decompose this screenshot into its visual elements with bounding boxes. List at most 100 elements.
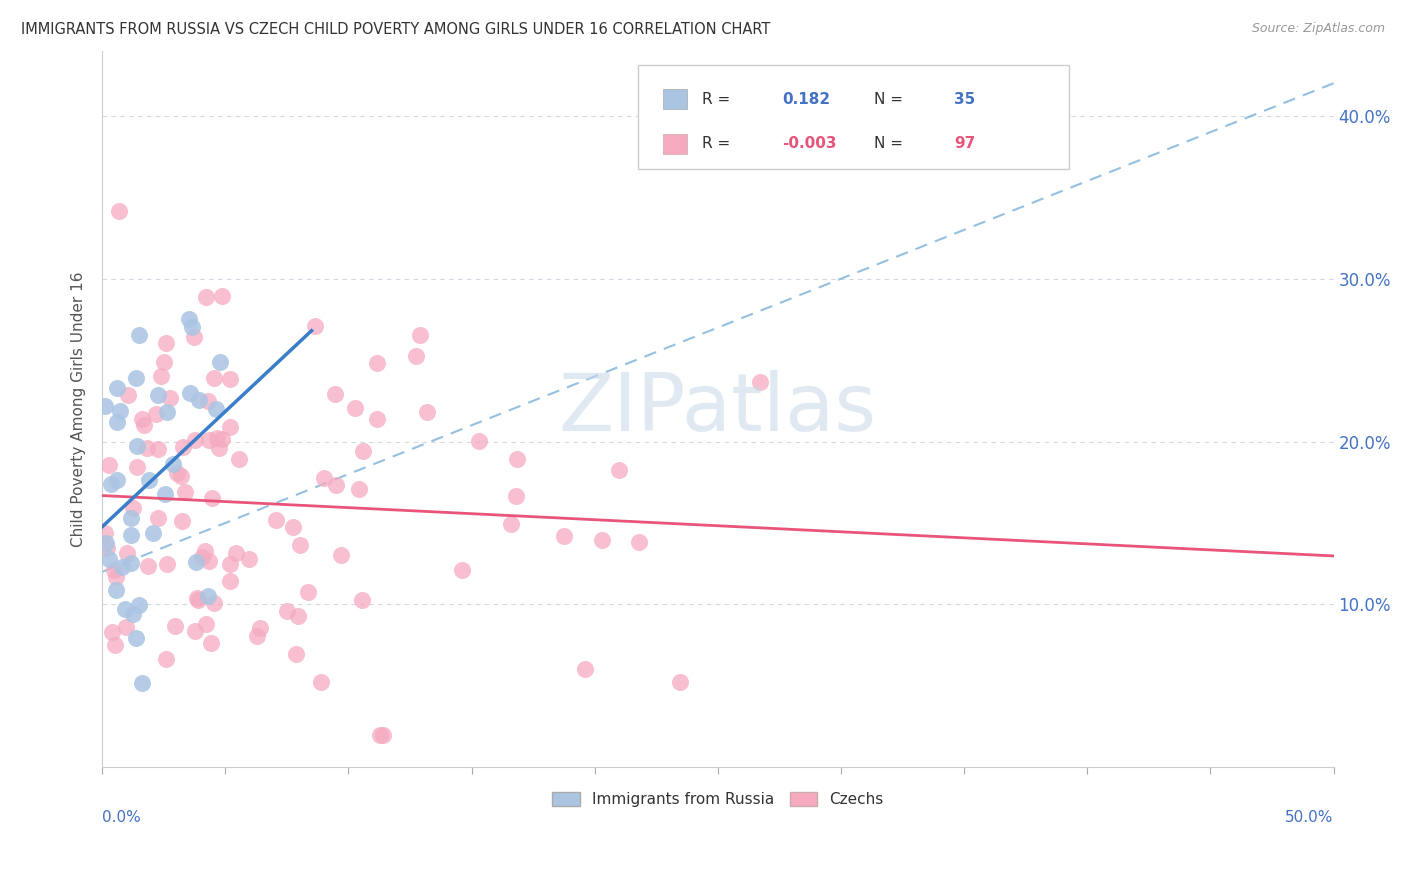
Text: IMMIGRANTS FROM RUSSIA VS CZECH CHILD POVERTY AMONG GIRLS UNDER 16 CORRELATION C: IMMIGRANTS FROM RUSSIA VS CZECH CHILD PO… bbox=[21, 22, 770, 37]
Point bbox=[183, 433, 205, 447]
Point bbox=[205, 402, 228, 417]
Point bbox=[371, 728, 394, 742]
Point bbox=[179, 312, 201, 326]
Point bbox=[183, 329, 205, 343]
Point bbox=[105, 381, 128, 395]
Point bbox=[170, 514, 193, 528]
Point bbox=[309, 674, 332, 689]
FancyBboxPatch shape bbox=[638, 65, 1069, 169]
Point bbox=[114, 602, 136, 616]
Point bbox=[124, 631, 146, 645]
Point bbox=[187, 593, 209, 607]
Point bbox=[146, 510, 169, 524]
Point bbox=[409, 328, 432, 343]
Point bbox=[749, 375, 772, 389]
Point bbox=[366, 356, 388, 370]
Point bbox=[228, 451, 250, 466]
Point bbox=[201, 491, 224, 506]
Point bbox=[153, 355, 176, 369]
Point bbox=[115, 546, 138, 560]
Text: R =: R = bbox=[702, 136, 730, 151]
Text: 50.0%: 50.0% bbox=[1285, 810, 1334, 825]
Point bbox=[104, 570, 127, 584]
Point bbox=[115, 620, 138, 634]
Point bbox=[166, 467, 188, 481]
Point bbox=[450, 563, 472, 577]
Point bbox=[142, 525, 165, 540]
FancyBboxPatch shape bbox=[662, 134, 688, 153]
Point bbox=[264, 513, 287, 527]
Point bbox=[366, 411, 388, 425]
Point bbox=[202, 371, 225, 385]
Point bbox=[96, 536, 118, 550]
Point bbox=[219, 372, 242, 386]
Point bbox=[120, 556, 142, 570]
Point bbox=[208, 354, 231, 368]
Point bbox=[105, 473, 128, 487]
Point bbox=[145, 408, 167, 422]
Point bbox=[93, 399, 115, 413]
Point bbox=[627, 534, 650, 549]
FancyBboxPatch shape bbox=[662, 89, 688, 109]
Point bbox=[125, 371, 148, 385]
Point bbox=[128, 598, 150, 612]
Point bbox=[153, 487, 176, 501]
Point bbox=[146, 442, 169, 457]
Point bbox=[207, 441, 229, 455]
Point bbox=[287, 609, 309, 624]
Point bbox=[246, 629, 269, 643]
Point bbox=[349, 482, 371, 496]
Point bbox=[330, 548, 353, 562]
Point bbox=[304, 319, 326, 334]
Point bbox=[105, 582, 128, 597]
Point bbox=[249, 621, 271, 635]
Point bbox=[100, 477, 122, 491]
Point bbox=[200, 636, 222, 650]
Point bbox=[574, 662, 596, 676]
Point bbox=[120, 511, 142, 525]
Point bbox=[132, 417, 155, 432]
Text: N =: N = bbox=[875, 136, 903, 151]
Point bbox=[211, 432, 233, 446]
Text: 0.182: 0.182 bbox=[782, 92, 830, 107]
Point bbox=[163, 619, 186, 633]
Text: 97: 97 bbox=[955, 136, 976, 151]
Point bbox=[188, 393, 211, 408]
Point bbox=[312, 470, 335, 484]
Point bbox=[162, 457, 184, 471]
Point bbox=[416, 405, 439, 419]
Point bbox=[128, 327, 150, 342]
Point bbox=[202, 596, 225, 610]
Point bbox=[276, 605, 298, 619]
Text: N =: N = bbox=[875, 92, 903, 107]
Point bbox=[194, 616, 217, 631]
Point bbox=[173, 485, 195, 500]
Point bbox=[117, 388, 139, 402]
Point bbox=[138, 558, 160, 573]
Point bbox=[352, 444, 374, 458]
Point bbox=[591, 533, 613, 547]
Point bbox=[93, 525, 115, 540]
Point bbox=[323, 387, 346, 401]
Text: R =: R = bbox=[702, 92, 730, 107]
Point bbox=[197, 589, 219, 603]
Point bbox=[218, 557, 240, 571]
Point bbox=[505, 452, 527, 467]
Point bbox=[238, 551, 260, 566]
Point bbox=[146, 387, 169, 401]
Point bbox=[120, 528, 142, 542]
Point bbox=[350, 592, 373, 607]
Point bbox=[607, 463, 630, 477]
Point bbox=[195, 290, 218, 304]
Point bbox=[98, 551, 121, 566]
Point bbox=[197, 554, 219, 568]
Point bbox=[211, 289, 233, 303]
Point bbox=[183, 624, 205, 639]
Point bbox=[218, 420, 240, 434]
Point bbox=[98, 458, 121, 473]
Point bbox=[281, 520, 304, 534]
Point bbox=[405, 349, 427, 363]
Text: -0.003: -0.003 bbox=[782, 136, 837, 151]
Point bbox=[105, 415, 128, 429]
Point bbox=[155, 651, 177, 665]
